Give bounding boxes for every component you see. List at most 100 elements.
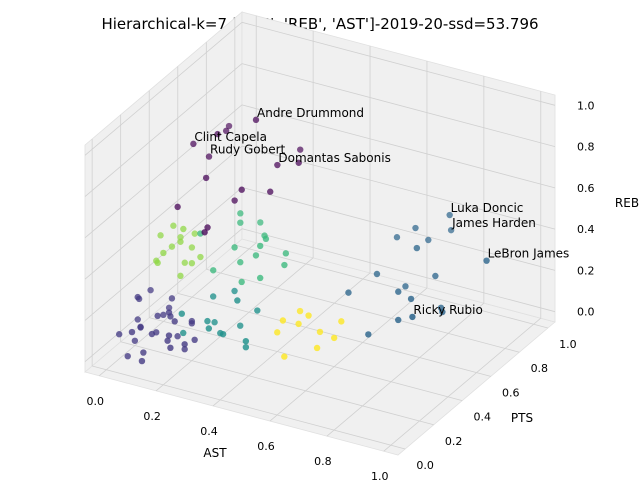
grid-line [212,272,371,407]
data-point [439,308,446,316]
data-point [257,219,264,226]
data-point [262,235,270,243]
data-point [237,210,244,217]
data-point [425,236,432,244]
data-point [432,272,439,280]
data-point [252,252,260,259]
grid-line [98,242,257,377]
grid-line [326,302,485,437]
data-point [205,153,213,160]
x-tick-label: 0.8 [314,455,332,468]
grid-line [241,104,556,189]
data-point [154,259,161,267]
z-tick-label: 0.6 [577,182,595,195]
grid-line [241,63,556,147]
data-point [330,334,338,342]
data-point [225,122,233,130]
data-point [147,286,154,294]
data-point [238,186,245,193]
x-tick-label: 0.6 [257,440,275,453]
y-tick-label: 0.2 [445,435,463,448]
data-point [413,244,421,252]
annotation: LeBron James [488,247,570,261]
data-point [188,320,196,327]
grid-line [269,287,428,422]
data-point [231,287,238,295]
data-point [210,267,217,274]
data-point [237,219,244,226]
x-tick-label: 0.4 [200,425,218,438]
data-point [167,344,174,352]
data-point [181,346,188,353]
data-point [204,317,211,325]
data-point [395,316,402,324]
data-point [295,159,302,166]
data-point [180,225,187,233]
y-tick-label: 0.8 [531,362,549,375]
data-point [160,311,167,319]
annotation: Clint Capela [194,130,267,144]
data-point [407,295,415,303]
grid-line [92,365,406,450]
data-point [188,259,196,267]
data-point [242,343,250,351]
y-tick-label: 0.0 [416,459,434,472]
annotation: James Harden [451,216,536,230]
data-point [165,304,173,311]
data-point [447,226,455,234]
grid-line [234,244,548,329]
z-tick-label: 0.2 [577,264,595,277]
data-point [171,318,178,325]
data-point [209,293,217,300]
data-point [148,330,156,338]
data-point [154,312,161,320]
x-tick-label: 0.0 [86,395,104,408]
grid-line [84,228,243,362]
data-point [201,229,208,236]
grid-line [383,317,542,452]
data-point [131,337,139,344]
data-point [157,232,164,239]
data-point [174,333,181,340]
data-point [202,174,210,182]
data-point [138,357,146,365]
grid-line [84,104,243,239]
data-point [177,272,184,280]
data-point [238,278,245,286]
y-tick-label: 0.4 [473,411,491,424]
grid-line [84,63,243,197]
data-point [168,243,176,250]
data-point [446,211,453,219]
data-point [177,238,184,245]
grid-line [241,228,556,313]
z-tick-label: 1.0 [577,99,595,112]
z-axis-label: REB [615,196,639,210]
data-point [395,288,402,295]
data-point [402,283,409,290]
data-point [115,331,123,338]
data-point [165,309,173,316]
data-point [181,259,188,266]
grid-line [206,268,520,353]
data-point [281,261,288,269]
data-point [256,274,264,282]
data-point [190,140,197,148]
annotation: Rudy Gobert [210,143,286,157]
data-point [274,161,281,169]
data-point [234,297,241,304]
grid-line [84,145,243,280]
data-point [412,224,419,232]
data-point [165,332,173,339]
data-point [214,130,221,138]
data-point [345,289,352,296]
data-point [338,318,345,325]
data-point [222,127,230,135]
data-point [205,325,213,332]
data-point [124,352,131,360]
data-point [174,203,181,211]
annotation: Andre Drummond [257,106,364,120]
annotation: Luka Doncic [451,201,524,215]
x-tick-label: 1.0 [371,470,389,480]
data-point [257,242,264,250]
